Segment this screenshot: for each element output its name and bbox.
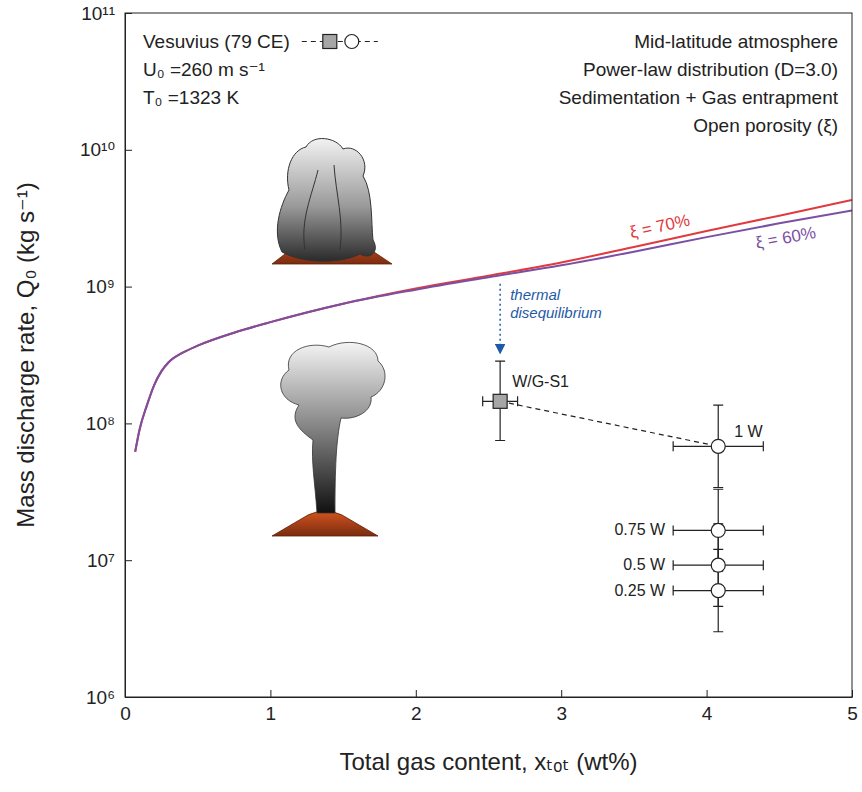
point-label: 0.5 W [623, 556, 666, 573]
x-tick-mark [561, 690, 562, 697]
legend-label: Vesuvius (79 CE) [143, 31, 290, 52]
y-axis-title: Mass discharge rate, Q₀ (kg s⁻¹) [12, 182, 39, 527]
buoyant-plume-icon [281, 342, 385, 513]
data-point [493, 394, 507, 408]
x-axis: 0 1 2 3 4 5 [120, 690, 858, 724]
x-tick-label: 0 [120, 703, 131, 724]
x-axis-title: Total gas content, xₜₒₜ (wt%) [340, 748, 638, 775]
data-point [711, 558, 725, 572]
series-line [135, 210, 852, 451]
line-label: ξ = 60% [754, 223, 817, 253]
point-label: W/G-S1 [512, 373, 569, 390]
x-tick: 1 [266, 690, 277, 724]
data-point [711, 523, 725, 537]
x-tick-label: 2 [411, 703, 422, 724]
y-tick-label: 10¹¹ [81, 3, 115, 24]
y-tick-mark [125, 560, 132, 561]
collapsing-plume-icon [277, 139, 375, 262]
annotation: Mid-latitude atmosphere [634, 31, 838, 52]
connector-line [500, 401, 718, 446]
y-tick: 10¹⁰ [80, 139, 132, 160]
x-tick: 4 [702, 690, 713, 724]
y-tick: 10¹¹ [81, 3, 132, 24]
annotation: Sedimentation + Gas entrapment [559, 87, 839, 108]
y-tick-label: 10⁸ [86, 413, 115, 434]
x-tick-mark [270, 690, 271, 697]
x-tick-label: 5 [847, 703, 858, 724]
y-tick-mark [125, 287, 132, 288]
legend-line [302, 41, 378, 42]
y-tick-mark [125, 423, 132, 424]
point-label: 0.25 W [614, 582, 666, 599]
x-tick-label: 1 [266, 703, 277, 724]
x-tick-label: 4 [702, 703, 713, 724]
y-tick-label: 10⁷ [87, 550, 115, 571]
plume-current-icon [304, 165, 341, 250]
plot-area [135, 200, 852, 632]
data-point [711, 439, 725, 453]
legend-marker [323, 35, 337, 49]
labels: W/G-S1 1 W 0.75 W 0.5 W 0.25 W ξ = 70% ξ = 60%… [510, 211, 817, 599]
plume-icons [272, 139, 392, 536]
y-tick-mark [125, 150, 132, 151]
x-tick-label: 3 [556, 703, 567, 724]
chart: W/G-S1 1 W 0.75 W 0.5 W 0.25 W ξ = 70% ξ = 60%… [0, 0, 862, 792]
series-line [135, 200, 852, 452]
plot-frame [125, 13, 852, 697]
cone-icon [272, 511, 378, 536]
annotation: U₀ =260 m s⁻¹ [143, 59, 265, 80]
legend-marker [345, 35, 359, 49]
y-tick-label: 10⁶ [86, 687, 115, 708]
annotation: Power-law distribution (D=3.0) [583, 59, 838, 80]
y-tick-label: 10⁹ [86, 276, 115, 297]
x-tick: 2 [411, 690, 422, 724]
point-label: 0.75 W [614, 521, 666, 538]
annotation: Open porosity (ξ) [693, 115, 838, 136]
annotation: T₀ =1323 K [143, 87, 239, 108]
point-label: 1 W [734, 423, 763, 440]
y-axis: 10⁶ 10⁷ 10⁸ 10⁹ 10¹⁰ 10¹¹ [80, 3, 132, 708]
data-point [711, 584, 725, 598]
x-tick-mark [707, 690, 708, 697]
annotation-arrow [499, 284, 501, 350]
x-tick: 3 [556, 690, 567, 724]
line-label: ξ = 70% [628, 211, 692, 243]
y-tick-label: 10¹⁰ [80, 139, 115, 160]
x-tick-mark [416, 690, 417, 697]
annotation: thermaldisequilibrium [510, 286, 602, 321]
legend: Vesuvius (79 CE) [143, 31, 378, 52]
